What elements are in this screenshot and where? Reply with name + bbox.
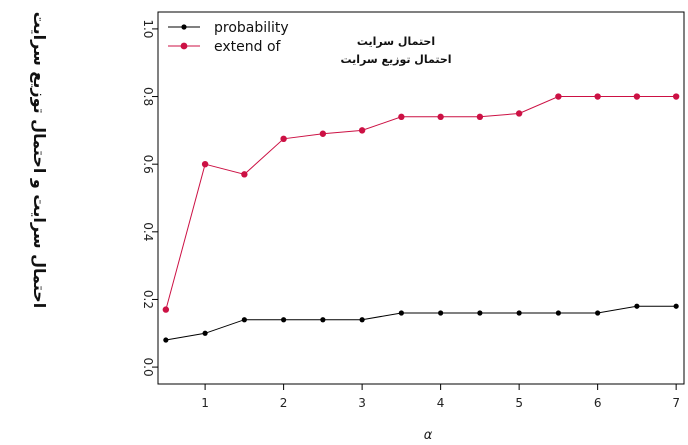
- x-tick-label: 7: [672, 396, 680, 410]
- x-tick-label: 1: [201, 396, 209, 410]
- y-tick-label: 1.0: [141, 19, 155, 38]
- legend-marker-probability: [181, 24, 187, 30]
- x-tick-label: 4: [437, 396, 445, 410]
- legend-marker-extend-of: [180, 42, 188, 50]
- data-point-extend-of: [201, 160, 209, 168]
- annotation: احتمال سرایت احتمال توزیع سرایت: [340, 35, 451, 66]
- y-tick-label: 0.0: [141, 358, 155, 377]
- data-point-probability: [241, 317, 247, 323]
- data-point-probability: [281, 317, 287, 323]
- x-tick-label: 2: [280, 396, 288, 410]
- data-point-probability: [438, 310, 444, 316]
- y-tick-label: 0.2: [141, 290, 155, 309]
- y-tick-label: 0.6: [141, 155, 155, 174]
- y-axis-label: احتمال سرایت و احتمال توزیع سرایت: [30, 12, 49, 309]
- data-point-extend-of: [594, 93, 601, 100]
- x-tick-label: 6: [594, 396, 602, 410]
- data-point-probability: [673, 303, 679, 309]
- data-point-extend-of: [241, 171, 248, 178]
- axis-layer: [152, 11, 685, 390]
- y-tick-label: 0.4: [141, 222, 155, 241]
- legend-label-extend-of: extend of: [214, 39, 282, 55]
- data-point-extend-of: [476, 113, 484, 121]
- legend: probability extend of: [168, 20, 289, 55]
- annotation-line-1: احتمال سرایت: [357, 35, 435, 48]
- data-point-probability: [398, 310, 404, 316]
- tick-label-layer: 1 2 3 4 5 6 7 0.0 0.2 0.4 0.6 0.8 1.0: [141, 19, 680, 410]
- y-tick-label: 0.8: [141, 87, 155, 106]
- plot-frame: [157, 11, 685, 385]
- data-point-probability: [555, 310, 561, 316]
- series-line-extend-of: [165, 96, 677, 310]
- data-point-probability: [202, 330, 208, 336]
- data-point-extend-of: [437, 113, 444, 121]
- data-point-probability: [477, 310, 483, 316]
- data-point-extend-of: [633, 93, 641, 100]
- series-layer: [162, 93, 680, 343]
- legend-label-probability: probability: [214, 20, 289, 36]
- x-tick-label: 3: [358, 396, 366, 410]
- series-line-probability: [165, 305, 677, 341]
- data-point-probability: [634, 303, 640, 309]
- data-point-extend-of: [280, 135, 287, 143]
- data-point-probability: [595, 310, 601, 316]
- data-point-extend-of: [555, 93, 562, 100]
- data-point-extend-of: [162, 306, 170, 313]
- data-point-probability: [320, 317, 326, 323]
- data-point-extend-of: [515, 110, 523, 117]
- annotation-line-2: احتمال توزیع سرایت: [340, 53, 451, 66]
- data-point-probability: [516, 310, 522, 316]
- data-point-extend-of: [319, 130, 327, 137]
- data-point-probability: [163, 337, 169, 343]
- data-point-probability: [359, 317, 365, 323]
- data-point-extend-of: [358, 127, 366, 134]
- x-axis-label: α: [424, 428, 433, 441]
- data-point-extend-of: [398, 113, 405, 121]
- x-tick-label: 5: [515, 396, 523, 410]
- data-point-extend-of: [672, 93, 680, 100]
